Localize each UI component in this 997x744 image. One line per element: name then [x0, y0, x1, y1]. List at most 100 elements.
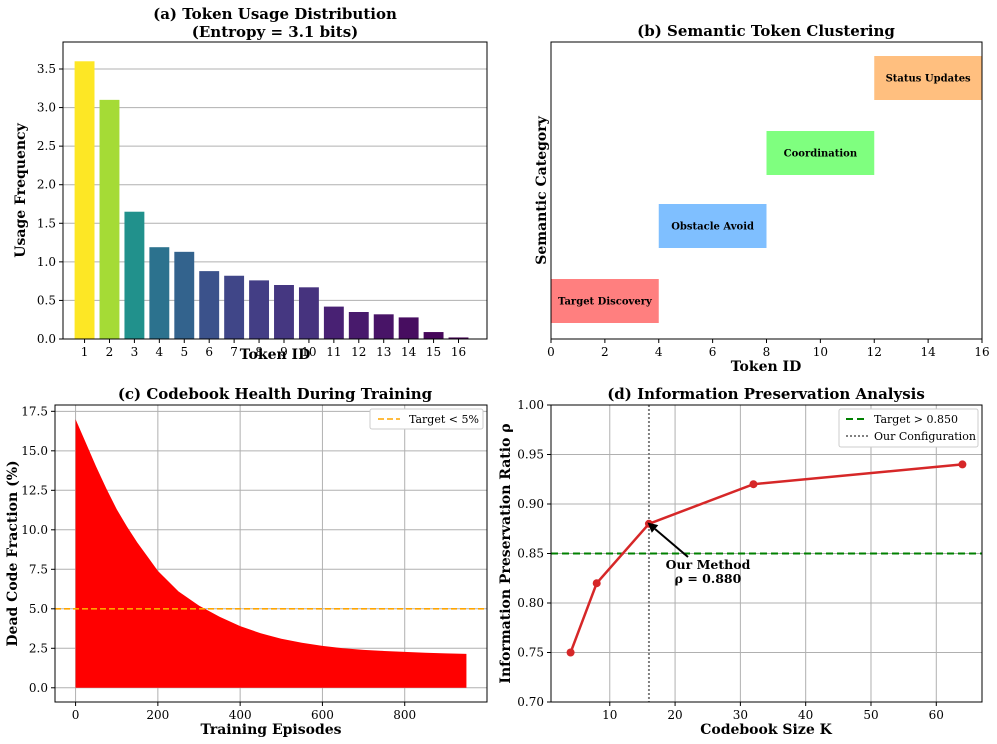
x-tick-label: 50 [863, 708, 878, 722]
panel-b: (b) Semantic Token Clustering Target Dis… [534, 22, 990, 375]
x-tick-label: 30 [733, 708, 748, 722]
x-tick-label: 15 [426, 345, 441, 359]
x-tick-label: 16 [974, 345, 989, 359]
bar [323, 306, 344, 339]
x-tick-label: 7 [230, 345, 238, 359]
data-point [749, 480, 758, 489]
x-tick-label: 11 [326, 345, 341, 359]
y-tick-label: 2.5 [29, 641, 48, 655]
x-tick-label: 800 [393, 708, 416, 722]
y-tick-label: 0.0 [29, 681, 48, 695]
y-tick-label: 5.0 [29, 602, 48, 616]
y-tick-label: 0.75 [517, 646, 544, 660]
legend-box [369, 408, 484, 430]
panel-a-frame [62, 41, 488, 340]
x-tick-label: 12 [351, 345, 366, 359]
data-point [566, 648, 575, 657]
y-tick-label: 3.0 [37, 101, 56, 115]
y-tick-label: 1.0 [37, 255, 56, 269]
segment-label: Target Discovery [558, 297, 653, 308]
bar [448, 337, 469, 339]
x-tick-label: 14 [401, 345, 417, 359]
x-tick-label: 2 [601, 345, 609, 359]
x-tick-label: 20 [667, 708, 682, 722]
x-tick-label: 60 [929, 708, 944, 722]
y-tick-label: 0.80 [517, 596, 544, 610]
annotation-arrowhead [647, 522, 659, 533]
x-tick-label: 6 [205, 345, 213, 359]
bar [124, 211, 145, 339]
annotation-arrow [654, 528, 689, 558]
y-tick-label: 2.0 [37, 178, 56, 192]
y-tick-label: 17.5 [21, 404, 48, 418]
panel-d-annotation: Our Method ρ = 0.880 [647, 522, 751, 586]
bar [99, 99, 120, 339]
x-tick-label: 0 [547, 345, 555, 359]
x-tick-label: 9 [280, 345, 288, 359]
y-tick-label: 0.5 [37, 293, 56, 307]
segment-bar [551, 279, 659, 323]
panel-b-xlabel: Token ID [731, 359, 802, 375]
x-tick-label: 10 [813, 345, 828, 359]
x-tick-label: 10 [602, 708, 617, 722]
x-tick-label: 16 [451, 345, 466, 359]
legend-box [838, 408, 979, 448]
x-tick-label: 400 [229, 708, 252, 722]
panel-d-title: (d) Information Preservation Analysis [607, 385, 925, 403]
y-tick-label: 1.5 [37, 216, 56, 230]
panel-a-ylabel: Usage Frequency [13, 122, 29, 257]
bar [249, 280, 270, 339]
data-point [958, 460, 967, 469]
panel-a-subtitle: (Entropy = 3.1 bits) [192, 23, 358, 41]
x-tick-label: 6 [709, 345, 717, 359]
x-tick-label: 13 [376, 345, 391, 359]
bar [398, 317, 419, 339]
segment-label: Coordination [784, 149, 858, 160]
segment-bar [658, 204, 767, 248]
x-tick-label: 1 [81, 345, 89, 359]
segment-label: Status Updates [886, 74, 971, 85]
bar [149, 247, 170, 339]
legend-config-label: Our Configuration [874, 430, 976, 443]
panel-d-legend: Target > 0.850 Our Configuration [838, 408, 979, 448]
panel-d-xlabel: Codebook Size K [700, 722, 832, 738]
x-tick-label: 2 [106, 345, 114, 359]
legend-target-label: Target < 5% [409, 413, 479, 426]
segment-bar [766, 131, 875, 175]
panel-b-ylabel: Semantic Category [534, 115, 550, 264]
data-point [592, 579, 601, 588]
bar [298, 287, 319, 339]
annotation-line2: ρ = 0.880 [675, 571, 742, 586]
panel-d-ylabel: Information Preservation Ratio ρ [498, 423, 514, 683]
preservation-line [569, 463, 963, 653]
y-tick-label: 7.5 [29, 562, 48, 576]
y-tick-label: 10.0 [21, 523, 48, 537]
bar [174, 251, 195, 339]
panel-d: (d) Information Preservation Analysis 10… [498, 385, 983, 738]
y-tick-label: 3.5 [37, 62, 56, 76]
x-tick-label: 40 [798, 708, 813, 722]
x-tick-label: 8 [763, 345, 771, 359]
panel-c-legend: Target < 5% [369, 408, 484, 430]
x-tick-label: 4 [156, 345, 164, 359]
x-tick-label: 14 [920, 345, 936, 359]
y-tick-label: 12.5 [21, 483, 48, 497]
bar [224, 275, 245, 339]
panel-c-title: (c) Codebook Health During Training [118, 385, 433, 403]
x-tick-label: 8 [255, 345, 263, 359]
panel-a-xlabel: Token ID [240, 347, 311, 363]
y-tick-label: 0.85 [517, 547, 544, 561]
y-tick-label: 0.90 [517, 497, 544, 511]
x-tick-label: 3 [131, 345, 139, 359]
panel-a-title: (a) Token Usage Distribution [153, 5, 397, 23]
panel-c-xlabel: Training Episodes [200, 722, 341, 738]
panel-b-title: (b) Semantic Token Clustering [637, 22, 895, 40]
x-tick-label: 4 [655, 345, 663, 359]
x-tick-label: 10 [301, 345, 316, 359]
bar [373, 314, 394, 339]
y-tick-label: 0.0 [37, 332, 56, 346]
panel-c-ylabel: Dead Code Fraction (%) [5, 460, 21, 646]
dead-code-area [75, 419, 467, 688]
segment-label: Obstacle Avoid [671, 222, 754, 233]
